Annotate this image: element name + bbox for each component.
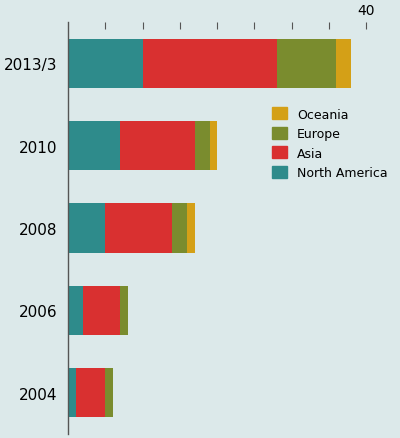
Bar <box>172 204 187 253</box>
Legend: Oceania, Europe, Asia, North America: Oceania, Europe, Asia, North America <box>267 103 393 185</box>
Bar <box>68 122 120 171</box>
Bar <box>120 122 195 171</box>
Bar <box>105 204 172 253</box>
Bar <box>68 368 76 417</box>
Bar <box>68 39 142 89</box>
Bar <box>83 286 120 335</box>
Bar <box>195 122 210 171</box>
Bar <box>68 286 83 335</box>
Bar <box>187 204 195 253</box>
Bar <box>120 286 128 335</box>
Bar <box>68 204 105 253</box>
Bar <box>210 122 217 171</box>
Bar <box>336 39 351 89</box>
Bar <box>142 39 277 89</box>
Bar <box>76 368 105 417</box>
Bar <box>105 368 113 417</box>
Bar <box>277 39 336 89</box>
